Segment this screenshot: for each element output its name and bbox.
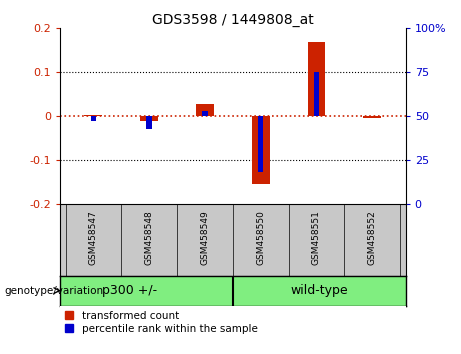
Bar	[84, 115, 102, 116]
Title: GDS3598 / 1449808_at: GDS3598 / 1449808_at	[152, 13, 313, 27]
Bar	[363, 116, 381, 118]
Text: GSM458552: GSM458552	[368, 210, 377, 264]
Bar	[91, 116, 96, 121]
Bar	[202, 111, 208, 116]
Text: wild-type: wild-type	[290, 284, 348, 297]
Bar	[313, 72, 319, 116]
Text: GSM458548: GSM458548	[145, 210, 154, 264]
Bar	[140, 116, 158, 121]
Bar	[258, 116, 264, 172]
Bar	[307, 41, 325, 116]
Text: GSM458551: GSM458551	[312, 210, 321, 265]
Text: GSM458550: GSM458550	[256, 210, 265, 265]
Bar	[147, 116, 152, 129]
Text: genotype/variation: genotype/variation	[5, 286, 104, 296]
Text: p300 +/-: p300 +/-	[102, 284, 157, 297]
Text: GSM458547: GSM458547	[89, 210, 98, 264]
Legend: transformed count, percentile rank within the sample: transformed count, percentile rank withi…	[65, 311, 258, 334]
Bar	[252, 116, 270, 184]
Bar	[196, 104, 214, 116]
Text: GSM458549: GSM458549	[201, 210, 209, 264]
